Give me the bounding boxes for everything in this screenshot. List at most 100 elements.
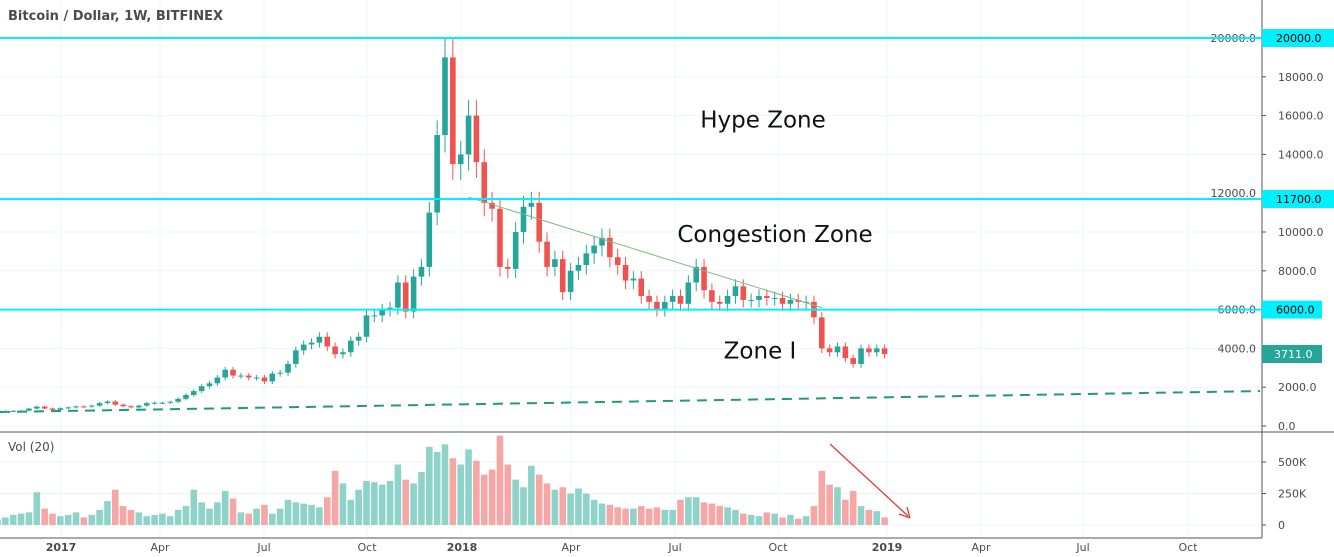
volume-bar	[198, 502, 205, 525]
candle-body	[183, 394, 189, 399]
candle-body	[677, 296, 684, 304]
arrow-head-icon	[898, 506, 911, 519]
candle-body	[481, 162, 488, 203]
level-price-label: 11700.0	[1276, 193, 1322, 206]
volume-bar	[520, 487, 527, 525]
candle-body	[104, 401, 111, 404]
level-price-tag	[1262, 29, 1334, 47]
volume-bar	[512, 479, 519, 525]
candle-body	[614, 257, 621, 265]
volume-bar	[308, 504, 315, 525]
time-tick-label: 2018	[447, 541, 478, 554]
candle-body	[873, 348, 880, 353]
candle-body	[245, 375, 252, 378]
volume-bar	[119, 506, 127, 525]
candle-body	[410, 276, 417, 312]
candle-body	[49, 408, 56, 410]
volume-decline-arrow	[829, 443, 909, 517]
candle-body	[732, 286, 739, 297]
candle-body	[764, 296, 770, 298]
volume-indicator-label[interactable]: Vol (20)	[8, 440, 55, 454]
candle-body	[34, 406, 40, 409]
candle-body	[41, 406, 48, 409]
candle-body	[300, 344, 307, 351]
time-tick-label: Jul	[667, 541, 681, 554]
candle-body	[230, 369, 236, 376]
volume-bar	[747, 514, 755, 525]
volume-bar	[449, 458, 457, 525]
price-tick-label: 14000.0	[1278, 148, 1324, 161]
volume-bar	[25, 512, 33, 525]
volume-bar	[104, 501, 111, 525]
volume-bar	[331, 470, 339, 525]
volume-bar	[426, 446, 433, 525]
volume-bar	[551, 489, 559, 525]
volume-bar	[457, 464, 464, 525]
candle-body	[253, 377, 260, 379]
candle-body	[10, 410, 17, 412]
candle-body	[505, 266, 511, 269]
volume-bar	[881, 517, 888, 525]
volume-bar	[653, 507, 661, 525]
candle-body	[434, 135, 440, 213]
candle-body	[293, 350, 299, 364]
volume-bar	[166, 516, 174, 525]
candle-body	[465, 115, 472, 155]
volume-bar	[229, 498, 237, 525]
volume-bar	[700, 502, 708, 525]
candle-body	[277, 372, 283, 374]
price-tick-label: 12000.0	[1211, 187, 1257, 200]
candle-body	[88, 405, 95, 407]
price-tick-label: 0.0	[1278, 420, 1296, 433]
volume-bar	[575, 488, 582, 525]
candle-body	[716, 301, 723, 304]
volume-bar	[9, 514, 17, 525]
volume-bar	[685, 497, 692, 525]
volume-bar	[64, 514, 72, 525]
time-tick-label: Jul	[256, 541, 270, 554]
volume-bar	[755, 516, 763, 525]
volume-bar	[316, 507, 323, 525]
candle-body	[395, 282, 401, 308]
volume-bar	[378, 484, 386, 525]
candle-body	[740, 286, 747, 300]
candle-body	[418, 266, 425, 277]
candle-body	[842, 346, 849, 359]
volume-bar	[708, 503, 716, 525]
candle-body	[340, 352, 346, 355]
volume-bar	[692, 497, 700, 525]
candle-body	[544, 241, 550, 267]
volume-bar	[269, 513, 276, 525]
candle-body	[693, 266, 699, 283]
candle-body	[795, 299, 802, 302]
price-tick-label: 8000.0	[1278, 265, 1317, 278]
volume-bar	[433, 451, 441, 525]
candle-body	[363, 315, 370, 337]
zone-annotation: Hype Zone	[700, 107, 826, 133]
descending-trendline	[468, 196, 822, 309]
price-tick-label: 2000.0	[1278, 381, 1317, 394]
candle-body	[191, 391, 197, 395]
volume-bar	[496, 435, 504, 525]
volume-bar	[473, 460, 480, 525]
candle-body	[724, 296, 731, 304]
candle-body	[473, 115, 480, 163]
candle-body	[167, 401, 174, 403]
candle-body	[57, 408, 64, 410]
volume-tick-label: 500K	[1278, 456, 1307, 469]
volume-bar	[488, 469, 496, 525]
volume-tick-label: 250K	[1278, 488, 1307, 501]
volume-bar	[810, 506, 818, 525]
volume-bar	[347, 499, 355, 525]
volume-bar	[583, 493, 590, 525]
volume-bar	[535, 474, 543, 525]
volume-bar	[261, 504, 268, 525]
last-price-tag	[1262, 345, 1322, 364]
volume-bar	[237, 512, 245, 525]
chart-title: Bitcoin / Dollar, 1W, BITFINEX	[8, 9, 224, 24]
candle-body	[371, 315, 378, 317]
volume-bar	[112, 489, 119, 525]
candle-body	[536, 202, 542, 242]
volume-bar	[355, 489, 362, 525]
